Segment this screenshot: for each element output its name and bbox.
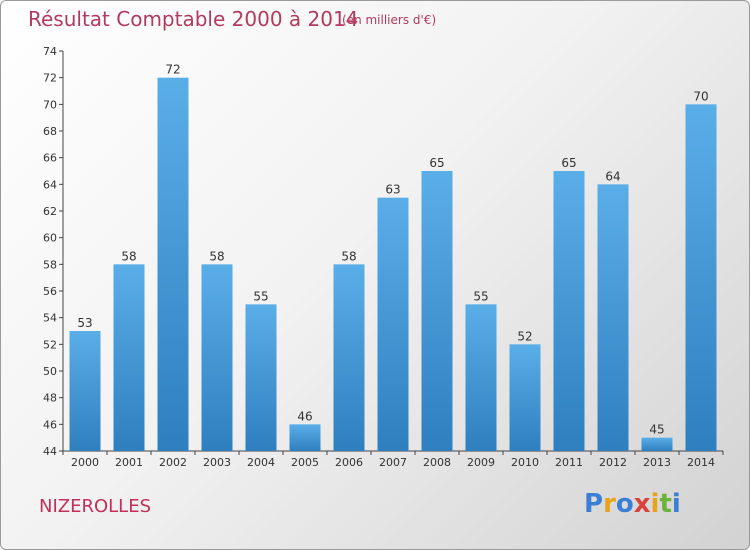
bar-2009[interactable] [465, 304, 497, 451]
y-tick-label: 54 [43, 312, 57, 325]
y-tick-label: 60 [43, 232, 57, 245]
data-label-2010: 52 [517, 329, 532, 343]
bar-2002[interactable] [157, 77, 189, 452]
x-tick-label: 2014 [687, 456, 715, 469]
x-tick-label: 2012 [599, 456, 627, 469]
data-label-2014: 70 [693, 89, 708, 103]
commune-name: NIZEROLLES [39, 496, 152, 517]
chart-subtitle: (en milliers d'€) [342, 13, 437, 27]
y-tick-label: 56 [43, 285, 57, 298]
bar-2000[interactable] [69, 331, 101, 451]
bar-2012[interactable] [597, 184, 629, 452]
y-tick-label: 62 [43, 205, 57, 218]
chart-title: Résultat Comptable 2000 à 2014 [28, 7, 359, 31]
y-tick-label: 50 [43, 365, 57, 378]
data-label-2009: 55 [473, 289, 488, 303]
bar-2014[interactable] [685, 104, 717, 451]
x-tick-label: 2002 [159, 456, 187, 469]
data-label-2007: 63 [385, 183, 400, 197]
data-label-2000: 53 [77, 316, 92, 330]
x-tick-label: 2005 [291, 456, 319, 469]
data-label-2003: 58 [209, 249, 224, 263]
x-tick-label: 2003 [203, 456, 231, 469]
x-tick-label: 2013 [643, 456, 671, 469]
x-tick-label: 2004 [247, 456, 275, 469]
data-label-2006: 58 [341, 249, 356, 263]
bar-2004[interactable] [245, 304, 277, 451]
data-label-2011: 65 [561, 156, 576, 170]
logo-letter: r [603, 489, 616, 519]
y-tick-label: 48 [43, 392, 57, 405]
data-label-2012: 64 [605, 169, 620, 183]
y-tick-label: 64 [43, 178, 57, 191]
y-tick-label: 58 [43, 258, 57, 271]
x-tick-label: 2001 [115, 456, 143, 469]
bar-2005[interactable] [289, 424, 321, 451]
logo-letter: t [659, 489, 672, 519]
x-tick-label: 2006 [335, 456, 363, 469]
x-tick-label: 2010 [511, 456, 539, 469]
data-label-2005: 46 [297, 409, 312, 423]
logo-letter: i [650, 489, 660, 519]
x-tick-label: 2007 [379, 456, 407, 469]
bar-2007[interactable] [377, 197, 409, 451]
y-tick-label: 70 [43, 98, 57, 111]
y-tick-label: 68 [43, 125, 57, 138]
logo-letter: o [615, 489, 634, 519]
y-tick-label: 52 [43, 338, 57, 351]
y-tick-label: 46 [43, 418, 57, 431]
data-label-2013: 45 [649, 423, 664, 437]
data-label-2004: 55 [253, 289, 268, 303]
bar-2006[interactable] [333, 264, 365, 451]
x-tick-label: 2011 [555, 456, 583, 469]
y-tick-label: 44 [43, 445, 57, 458]
logo-letter: x [633, 489, 651, 519]
bar-2003[interactable] [201, 264, 233, 451]
data-label-2001: 58 [121, 249, 136, 263]
y-tick-label: 72 [43, 72, 57, 85]
logo-letter: i [671, 489, 681, 519]
bar-2013[interactable] [641, 437, 673, 451]
bar-2001[interactable] [113, 264, 145, 451]
x-tick-label: 2008 [423, 456, 451, 469]
logo-letter: P [584, 489, 604, 519]
x-tick-label: 2000 [71, 456, 99, 469]
proxiti-logo[interactable]: Proxiti [584, 489, 681, 519]
bar-2011[interactable] [553, 171, 585, 451]
data-label-2002: 72 [165, 63, 180, 77]
data-label-2008: 65 [429, 156, 444, 170]
y-tick-label: 74 [43, 45, 57, 58]
bar-2008[interactable] [421, 171, 453, 451]
x-tick-label: 2009 [467, 456, 495, 469]
bar-2010[interactable] [509, 344, 541, 451]
y-tick-label: 66 [43, 152, 57, 165]
